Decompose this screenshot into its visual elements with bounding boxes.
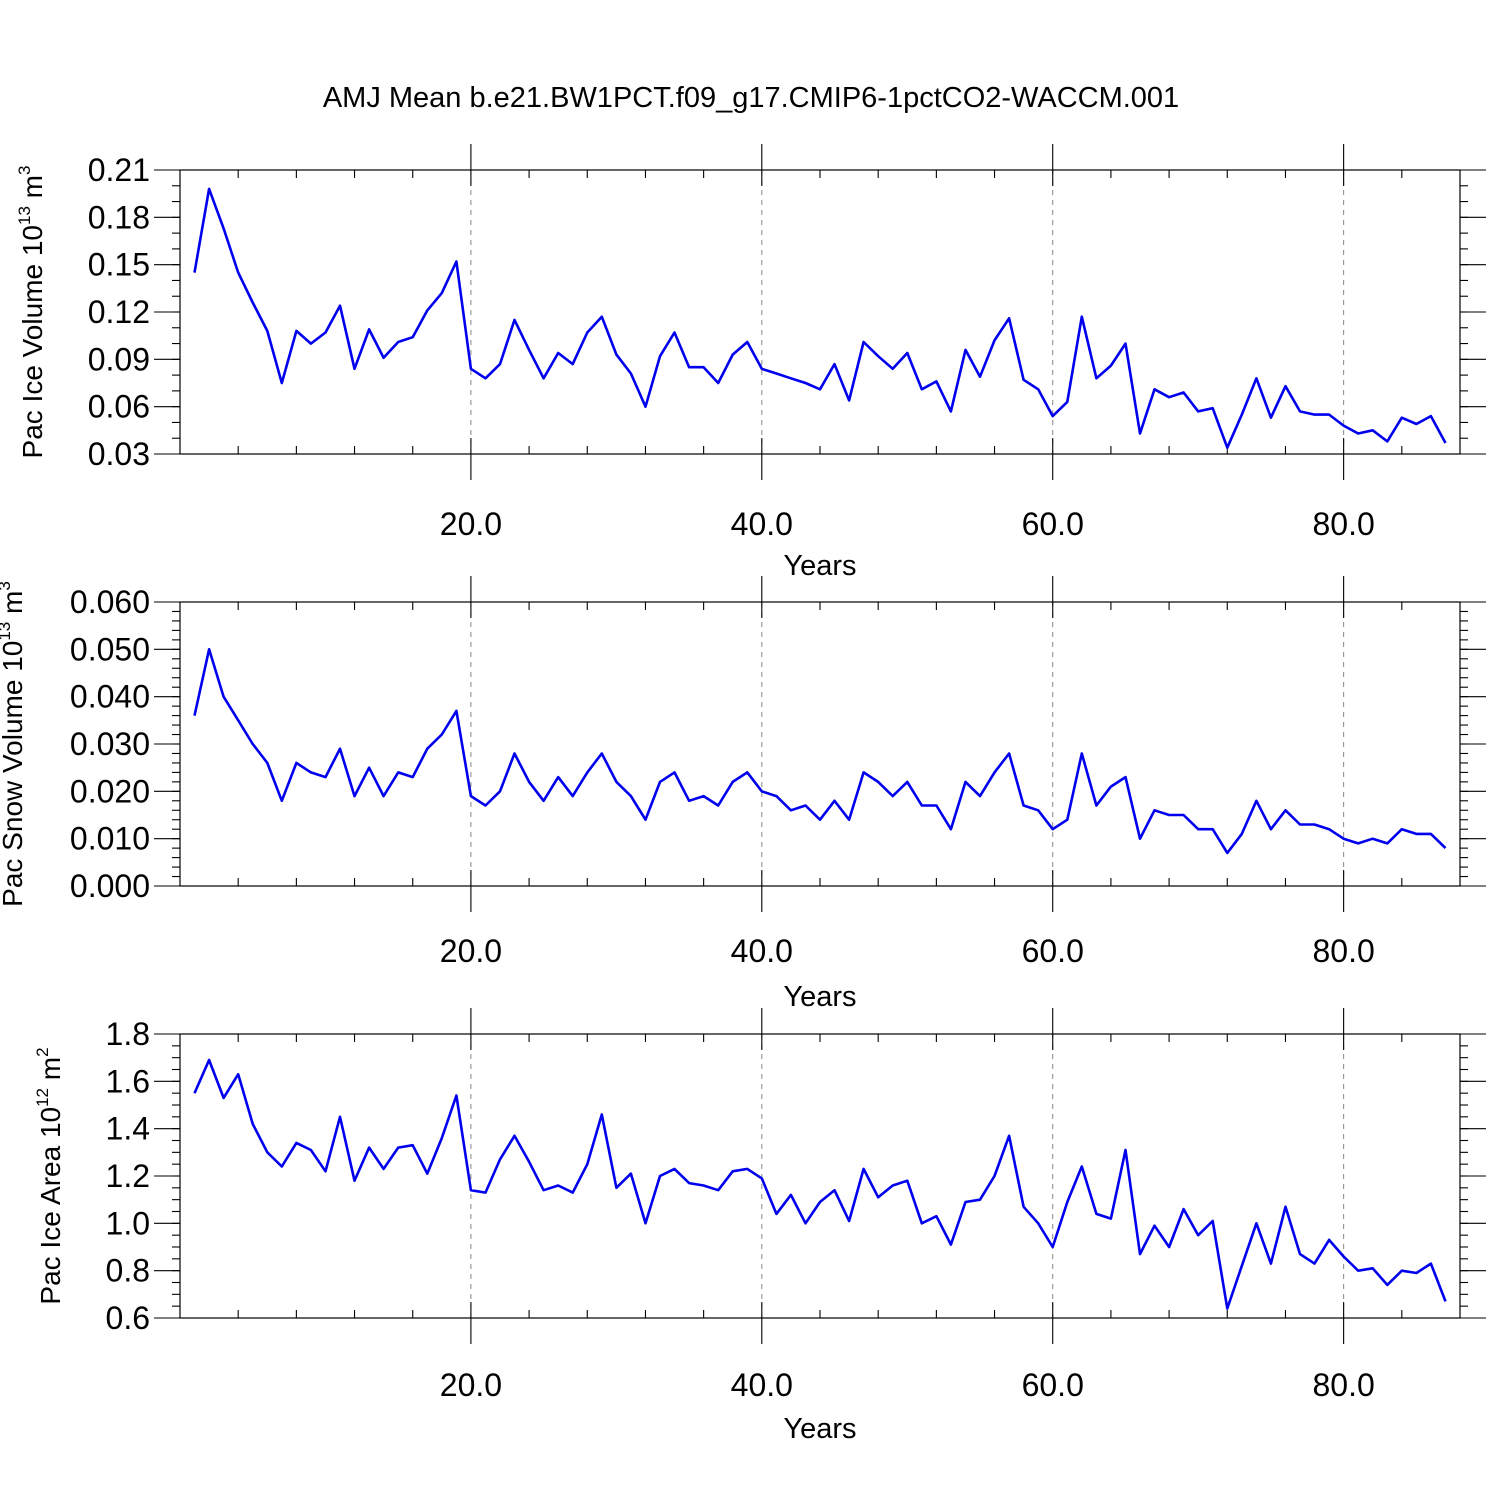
panel-snow-volume-y-tick-label-1: 0.010	[70, 821, 150, 857]
panel-ice-volume-y-tick-label-6: 0.21	[88, 152, 150, 188]
panel-ice-area-x-tick-label-2: 60.0	[1022, 1367, 1084, 1403]
panel-snow-volume-plot-frame	[179, 601, 1461, 887]
panel-snow-volume-y-tick-label-0: 0.000	[70, 868, 150, 904]
panel-snow-volume-x-tick-label-1: 40.0	[731, 933, 793, 969]
panel-ice-volume-y-tick-label-3: 0.12	[88, 294, 150, 330]
panel-snow-volume: 0.000 0.010 0.020 0.030 0.040 0.050 0.060 20.0 4…	[0, 576, 1486, 1013]
panel-snow-volume-series-line	[193, 647, 1447, 855]
panel-ice-area-x-tick-label-0: 20.0	[440, 1367, 502, 1403]
panel-snow-volume-x-tick-label-3: 80.0	[1312, 933, 1374, 969]
panel-snow-volume-x-tick-label-0: 20.0	[440, 933, 502, 969]
panel-ice-volume-series-line	[193, 187, 1447, 450]
panel-ice-volume-y-tick-label-2: 0.09	[88, 341, 150, 377]
panel-ice-volume-x-tick-label-1: 40.0	[731, 506, 793, 542]
panel-ice-area: 0.6 0.8 1.0 1.2 1.4 1.6 1.8 20.0 40.0 60.0 80.0 Yea…	[33, 1008, 1486, 1445]
panel-ice-volume-x-axis-label: Years	[783, 550, 856, 582]
panel-snow-volume-y-tick-label-4: 0.040	[70, 679, 150, 715]
panel-snow-volume-x-axis-label: Years	[783, 981, 856, 1013]
panel-ice-area-y-tick-label-3: 1.2	[106, 1158, 150, 1194]
panel-snow-volume-y-tick-label-5: 0.050	[70, 631, 150, 667]
panel-ice-volume-y-tick-label-4: 0.15	[88, 247, 150, 283]
panel-ice-volume-x-tick-label-3: 80.0	[1312, 506, 1374, 542]
panel-ice-volume-plot-frame	[179, 169, 1461, 455]
panel-ice-area-x-axis-label: Years	[783, 1413, 856, 1445]
panel-snow-volume-y-tick-label-2: 0.020	[70, 773, 150, 809]
panel-ice-area-plot-frame	[179, 1033, 1461, 1319]
panel-ice-volume-y-axis-label: Pac Ice Volume 1013 m3	[15, 166, 48, 459]
panel-ice-volume-y-tick-label-1: 0.06	[88, 389, 150, 425]
panel-ice-volume: 0.03 0.06 0.09 0.12 0.15 0.18 0.21 20.0 40.0 60.0…	[15, 144, 1486, 582]
panel-snow-volume-y-tick-label-6: 0.060	[70, 584, 150, 620]
panel-snow-volume-y-tick-label-3: 0.030	[70, 726, 150, 762]
panel-ice-area-y-tick-label-0: 0.6	[106, 1300, 150, 1336]
panel-ice-area-y-axis-label: Pac Ice Area 1012 m2	[33, 1047, 66, 1304]
panel-ice-area-y-tick-label-5: 1.6	[106, 1063, 150, 1099]
panel-ice-volume-y-tick-label-0: 0.03	[88, 436, 150, 472]
panel-ice-area-y-tick-label-1: 0.8	[106, 1253, 150, 1289]
panel-snow-volume-y-axis-label: Pac Snow Volume 1013 m3	[0, 581, 28, 907]
panel-snow-volume-x-tick-label-2: 60.0	[1022, 933, 1084, 969]
panel-ice-area-y-tick-label-6: 1.8	[106, 1016, 150, 1052]
panel-ice-area-y-tick-label-4: 1.4	[106, 1111, 150, 1147]
figure-title: AMJ Mean b.e21.BW1PCT.f09_g17.CMIP6-1pct…	[323, 82, 1179, 114]
panel-ice-area-series-line	[193, 1058, 1447, 1310]
panel-ice-area-x-tick-label-1: 40.0	[731, 1367, 793, 1403]
panel-ice-volume-y-tick-label-5: 0.18	[88, 199, 150, 235]
panel-ice-area-y-tick-label-2: 1.0	[106, 1205, 150, 1241]
panel-ice-volume-x-tick-label-0: 20.0	[440, 506, 502, 542]
panel-ice-area-x-tick-label-3: 80.0	[1312, 1367, 1374, 1403]
panel-ice-volume-x-tick-label-2: 60.0	[1022, 506, 1084, 542]
